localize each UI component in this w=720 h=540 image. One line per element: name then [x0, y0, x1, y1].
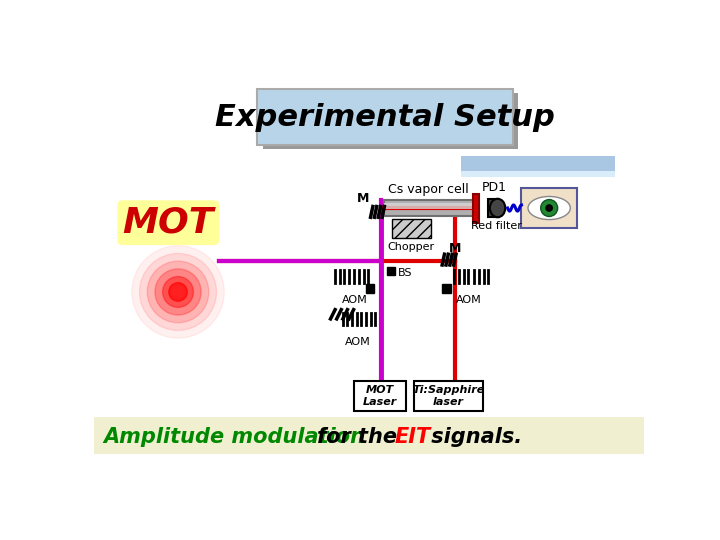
Circle shape [132, 246, 224, 338]
Text: for the: for the [317, 428, 404, 448]
Text: AOM: AOM [341, 295, 367, 305]
Bar [94, 417, 644, 455]
Text: AOM: AOM [346, 338, 371, 347]
Text: Experimental Setup: Experimental Setup [215, 103, 555, 132]
Bar [387, 267, 395, 275]
Text: Amplitude modulation: Amplitude modulation [104, 428, 373, 448]
Circle shape [163, 276, 194, 307]
Bar [354, 381, 406, 411]
Bar [257, 90, 513, 145]
Bar [384, 202, 473, 209]
Bar [462, 156, 616, 171]
Text: M: M [449, 241, 462, 254]
Circle shape [173, 287, 184, 298]
Bar [442, 284, 451, 293]
Bar [414, 381, 483, 411]
Circle shape [140, 253, 217, 330]
Text: signals.: signals. [425, 428, 523, 448]
Bar [392, 219, 431, 238]
Text: EIT: EIT [395, 428, 431, 448]
Circle shape [545, 204, 553, 212]
Text: PD1: PD1 [482, 181, 507, 194]
Circle shape [541, 200, 558, 217]
Text: Chopper: Chopper [388, 242, 435, 252]
Text: Cs vapor cell: Cs vapor cell [388, 184, 469, 197]
Ellipse shape [528, 197, 570, 220]
Text: M: M [356, 192, 369, 205]
Text: MOT: MOT [122, 206, 214, 240]
Text: Red filter: Red filter [471, 221, 521, 231]
Bar [263, 93, 518, 148]
Ellipse shape [490, 199, 505, 217]
Text: MOT
Laser: MOT Laser [363, 384, 397, 407]
Bar [462, 171, 616, 177]
Circle shape [168, 283, 187, 301]
Bar [366, 284, 374, 293]
Circle shape [148, 261, 209, 323]
Text: BS: BS [397, 268, 412, 278]
Bar [384, 200, 473, 217]
Text: Ti:Sapphire
laser: Ti:Sapphire laser [412, 384, 485, 407]
Bar [488, 199, 498, 217]
Circle shape [155, 269, 201, 315]
Bar [473, 194, 479, 224]
Bar [521, 188, 577, 228]
Text: AOM: AOM [456, 295, 482, 305]
